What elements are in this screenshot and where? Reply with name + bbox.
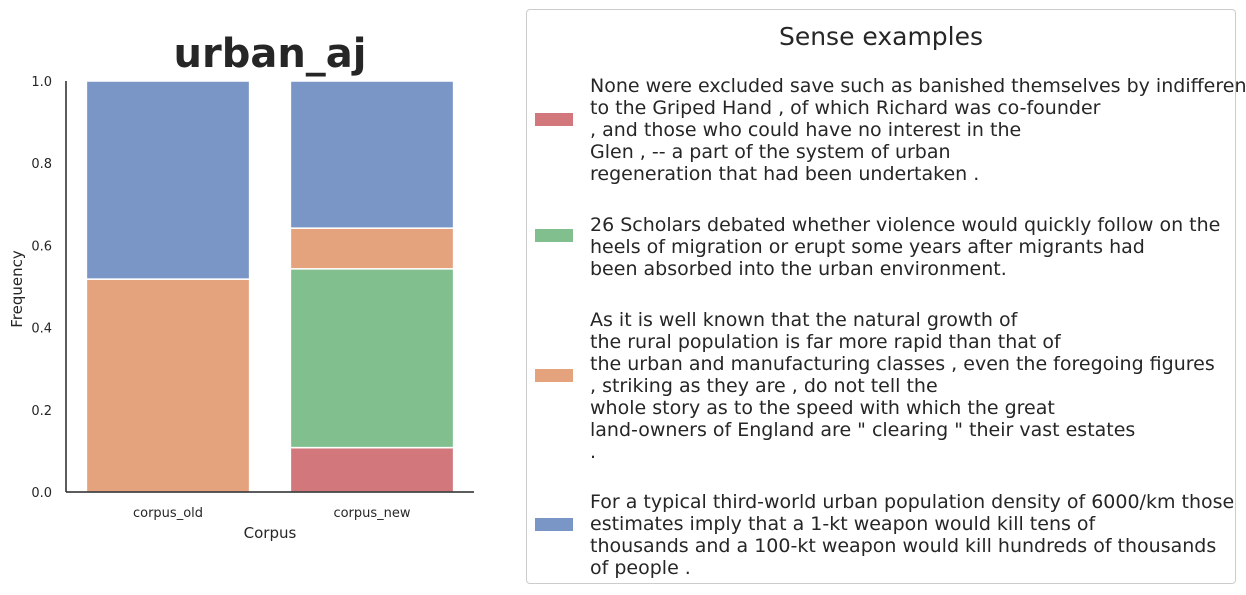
x-tick-label: corpus_old (133, 506, 203, 521)
x-axis-label: Corpus (244, 524, 297, 542)
legend-swatch (535, 229, 573, 242)
stacked-bar-chart: urban_aj 0.0 0.2 0.4 0.6 0.8 1.0 corpus_old cor… (8, 31, 474, 542)
bar-segment (85, 278, 251, 493)
y-tick-label: 0.4 (31, 322, 52, 337)
legend-title: Sense examples (778, 22, 984, 51)
legend-text: 26 Scholars debated whether violence wou… (590, 214, 1221, 280)
chart-title: urban_aj (173, 31, 366, 77)
legend-text: None were excluded save such as banished… (590, 75, 1246, 185)
legend-swatch (535, 113, 573, 126)
axis-layer: 0.0 0.2 0.4 0.6 0.8 1.0 corpus_old corpus_new (31, 75, 474, 521)
legend-text: For a typical third-world urban populati… (590, 491, 1235, 579)
y-tick-label: 1.0 (31, 75, 52, 90)
bar-segment (289, 227, 455, 270)
y-tick-label: 0.6 (31, 239, 52, 254)
y-axis-label: Frequency (8, 250, 26, 328)
y-tick-label: 0.2 (31, 404, 52, 419)
bar-segment (289, 446, 455, 493)
legend: Sense examples None were excluded save s… (526, 9, 1246, 584)
y-tick-label: 0.8 (31, 157, 52, 172)
legend-swatch (535, 518, 573, 531)
y-tick-label: 0.0 (31, 486, 52, 501)
bar-segment (289, 268, 455, 449)
bars-layer (85, 80, 455, 493)
legend-swatch (535, 369, 573, 382)
x-tick-label: corpus_new (333, 506, 410, 521)
bar-segment (289, 80, 455, 229)
bar-segment (85, 80, 251, 280)
legend-text: As it is well known that the natural gro… (590, 309, 1215, 463)
